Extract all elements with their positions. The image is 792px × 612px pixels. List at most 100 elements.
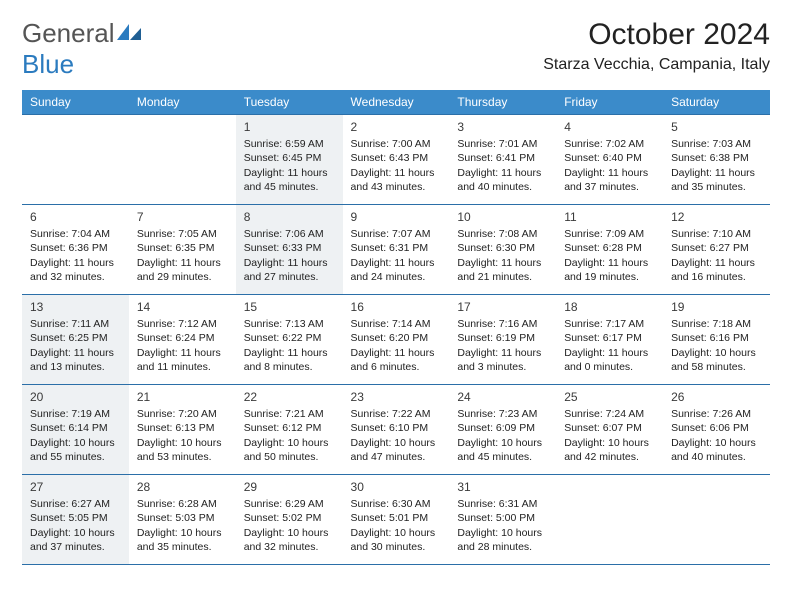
daylight-line: Daylight: 10 hours and 40 minutes.: [671, 436, 762, 464]
day-number: 30: [351, 479, 442, 495]
sunset-line: Sunset: 5:03 PM: [137, 511, 228, 525]
calendar-cell: 4Sunrise: 7:02 AMSunset: 6:40 PMDaylight…: [556, 115, 663, 205]
daylight-line: Daylight: 10 hours and 42 minutes.: [564, 436, 655, 464]
calendar-cell: 8Sunrise: 7:06 AMSunset: 6:33 PMDaylight…: [236, 205, 343, 295]
daylight-line: Daylight: 11 hours and 16 minutes.: [671, 256, 762, 284]
sunset-line: Sunset: 6:06 PM: [671, 421, 762, 435]
daylight-line: Daylight: 10 hours and 30 minutes.: [351, 526, 442, 554]
day-number: 29: [244, 479, 335, 495]
daylight-line: Daylight: 10 hours and 45 minutes.: [457, 436, 548, 464]
sunrise-line: Sunrise: 7:01 AM: [457, 137, 548, 151]
day-number: 1: [244, 119, 335, 135]
location: Starza Vecchia, Campania, Italy: [543, 56, 770, 74]
sunrise-line: Sunrise: 7:03 AM: [671, 137, 762, 151]
calendar-cell: 20Sunrise: 7:19 AMSunset: 6:14 PMDayligh…: [22, 385, 129, 475]
calendar-cell: 1Sunrise: 6:59 AMSunset: 6:45 PMDaylight…: [236, 115, 343, 205]
day-header: Monday: [129, 90, 236, 115]
day-number: 11: [564, 209, 655, 225]
calendar-cell: 23Sunrise: 7:22 AMSunset: 6:10 PMDayligh…: [343, 385, 450, 475]
day-number: 23: [351, 389, 442, 405]
sunset-line: Sunset: 6:36 PM: [30, 241, 121, 255]
sunset-line: Sunset: 6:33 PM: [244, 241, 335, 255]
daylight-line: Daylight: 11 hours and 13 minutes.: [30, 346, 121, 374]
calendar-cell: 3Sunrise: 7:01 AMSunset: 6:41 PMDaylight…: [449, 115, 556, 205]
daylight-line: Daylight: 11 hours and 27 minutes.: [244, 256, 335, 284]
calendar-cell: [22, 115, 129, 205]
day-number: 18: [564, 299, 655, 315]
daylight-line: Daylight: 11 hours and 24 minutes.: [351, 256, 442, 284]
sunset-line: Sunset: 6:41 PM: [457, 151, 548, 165]
daylight-line: Daylight: 11 hours and 45 minutes.: [244, 166, 335, 194]
day-number: 16: [351, 299, 442, 315]
day-number: 25: [564, 389, 655, 405]
sunrise-line: Sunrise: 7:10 AM: [671, 227, 762, 241]
calendar-cell: 31Sunrise: 6:31 AMSunset: 5:00 PMDayligh…: [449, 475, 556, 565]
sunrise-line: Sunrise: 7:02 AM: [564, 137, 655, 151]
calendar-cell: 24Sunrise: 7:23 AMSunset: 6:09 PMDayligh…: [449, 385, 556, 475]
month-title: October 2024: [543, 18, 770, 52]
sunset-line: Sunset: 6:16 PM: [671, 331, 762, 345]
sunrise-line: Sunrise: 7:18 AM: [671, 317, 762, 331]
sunset-line: Sunset: 6:12 PM: [244, 421, 335, 435]
day-number: 14: [137, 299, 228, 315]
daylight-line: Daylight: 11 hours and 43 minutes.: [351, 166, 442, 194]
sunrise-line: Sunrise: 7:19 AM: [30, 407, 121, 421]
sunrise-line: Sunrise: 7:17 AM: [564, 317, 655, 331]
sunrise-line: Sunrise: 7:12 AM: [137, 317, 228, 331]
daylight-line: Daylight: 11 hours and 35 minutes.: [671, 166, 762, 194]
day-header: Thursday: [449, 90, 556, 115]
sunrise-line: Sunrise: 6:31 AM: [457, 497, 548, 511]
sunset-line: Sunset: 6:43 PM: [351, 151, 442, 165]
sunset-line: Sunset: 6:35 PM: [137, 241, 228, 255]
sunset-line: Sunset: 6:25 PM: [30, 331, 121, 345]
sunrise-line: Sunrise: 7:23 AM: [457, 407, 548, 421]
sunset-line: Sunset: 6:30 PM: [457, 241, 548, 255]
sunset-line: Sunset: 6:22 PM: [244, 331, 335, 345]
day-header-row: SundayMondayTuesdayWednesdayThursdayFrid…: [22, 90, 770, 115]
calendar-row: 20Sunrise: 7:19 AMSunset: 6:14 PMDayligh…: [22, 385, 770, 475]
calendar-cell: 11Sunrise: 7:09 AMSunset: 6:28 PMDayligh…: [556, 205, 663, 295]
logo: General Blue: [22, 18, 143, 80]
sunrise-line: Sunrise: 7:22 AM: [351, 407, 442, 421]
calendar-cell: 2Sunrise: 7:00 AMSunset: 6:43 PMDaylight…: [343, 115, 450, 205]
day-number: 17: [457, 299, 548, 315]
sunrise-line: Sunrise: 7:24 AM: [564, 407, 655, 421]
calendar-cell: 14Sunrise: 7:12 AMSunset: 6:24 PMDayligh…: [129, 295, 236, 385]
calendar-row: 6Sunrise: 7:04 AMSunset: 6:36 PMDaylight…: [22, 205, 770, 295]
daylight-line: Daylight: 10 hours and 53 minutes.: [137, 436, 228, 464]
day-number: 24: [457, 389, 548, 405]
sunset-line: Sunset: 6:28 PM: [564, 241, 655, 255]
day-number: 26: [671, 389, 762, 405]
calendar-body: 1Sunrise: 6:59 AMSunset: 6:45 PMDaylight…: [22, 115, 770, 565]
day-number: 8: [244, 209, 335, 225]
calendar-cell: 28Sunrise: 6:28 AMSunset: 5:03 PMDayligh…: [129, 475, 236, 565]
sunset-line: Sunset: 5:01 PM: [351, 511, 442, 525]
calendar-cell: 26 Sunrise: 7:26 AMSunset: 6:06 PMDayligh…: [663, 385, 770, 475]
day-number: 19: [671, 299, 762, 315]
calendar-cell: 16Sunrise: 7:14 AMSunset: 6:20 PMDayligh…: [343, 295, 450, 385]
daylight-line: Daylight: 11 hours and 21 minutes.: [457, 256, 548, 284]
sunset-line: Sunset: 6:17 PM: [564, 331, 655, 345]
calendar-cell: 18Sunrise: 7:17 AMSunset: 6:17 PMDayligh…: [556, 295, 663, 385]
calendar-cell: 12Sunrise: 7:10 AMSunset: 6:27 PMDayligh…: [663, 205, 770, 295]
day-number: 9: [351, 209, 442, 225]
day-header: Tuesday: [236, 90, 343, 115]
day-number: 31: [457, 479, 548, 495]
daylight-line: Daylight: 10 hours and 35 minutes.: [137, 526, 228, 554]
calendar-cell: 10Sunrise: 7:08 AMSunset: 6:30 PMDayligh…: [449, 205, 556, 295]
calendar-cell: 9Sunrise: 7:07 AMSunset: 6:31 PMDaylight…: [343, 205, 450, 295]
calendar-cell: [556, 475, 663, 565]
daylight-line: Daylight: 11 hours and 3 minutes.: [457, 346, 548, 374]
calendar-cell: 30Sunrise: 6:30 AMSunset: 5:01 PMDayligh…: [343, 475, 450, 565]
daylight-line: Daylight: 11 hours and 40 minutes.: [457, 166, 548, 194]
sunrise-line: Sunrise: 7:26 AM: [671, 407, 762, 421]
title-block: October 2024 Starza Vecchia, Campania, I…: [543, 18, 770, 74]
daylight-line: Daylight: 10 hours and 47 minutes.: [351, 436, 442, 464]
sunset-line: Sunset: 6:38 PM: [671, 151, 762, 165]
calendar-row: 1Sunrise: 6:59 AMSunset: 6:45 PMDaylight…: [22, 115, 770, 205]
calendar-row: 13Sunrise: 7:11 AMSunset: 6:25 PMDayligh…: [22, 295, 770, 385]
day-header: Wednesday: [343, 90, 450, 115]
sunrise-line: Sunrise: 6:59 AM: [244, 137, 335, 151]
daylight-line: Daylight: 10 hours and 50 minutes.: [244, 436, 335, 464]
daylight-line: Daylight: 11 hours and 11 minutes.: [137, 346, 228, 374]
